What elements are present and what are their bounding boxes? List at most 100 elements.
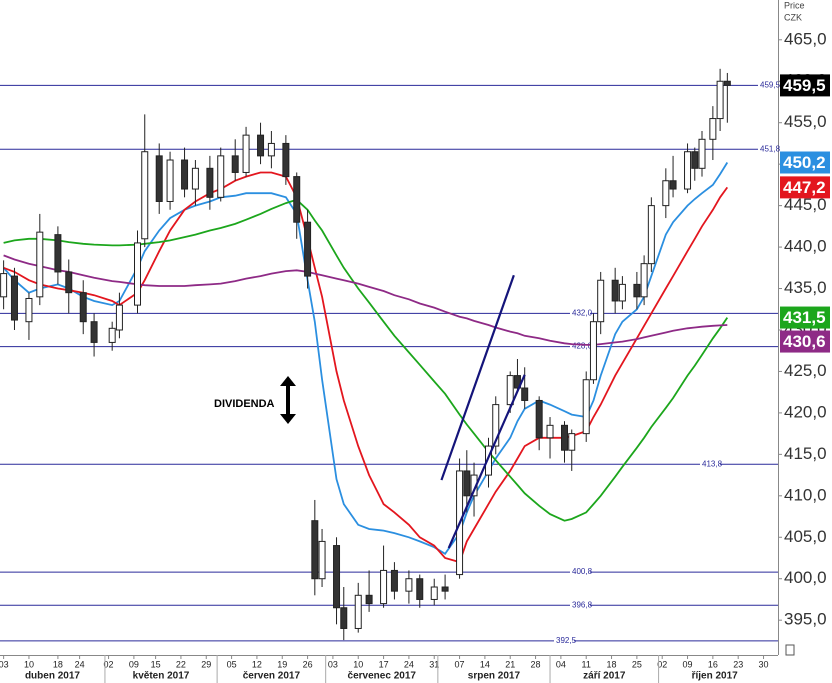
month-label: srpen 2017 [468, 671, 521, 682]
axis-title: Price [784, 0, 805, 10]
candle-body [242, 134, 250, 173]
x-tick-label: 31 [429, 659, 439, 669]
candle-body [25, 297, 33, 323]
candle-body [441, 586, 449, 592]
candle-body [506, 375, 514, 406]
levels-layer: 459,5 451,8 432,0 428,0 413,8 400,8 396,8 392,5 [0, 80, 781, 645]
trend-layer [440, 274, 526, 549]
level-label-bg [554, 635, 574, 645]
month-label: červen 2017 [243, 671, 301, 682]
x-tick-label: 25 [632, 659, 642, 669]
x-tick-label: 09 [683, 659, 693, 669]
y-tick-label: 465,0 [784, 29, 827, 48]
candle-body [485, 445, 493, 476]
candle-body [698, 138, 706, 169]
value-box-label: 459,5 [783, 76, 826, 95]
candle-body [521, 387, 529, 401]
month-label: květen 2017 [133, 671, 190, 682]
candle-body [134, 242, 142, 306]
candle-body [669, 180, 677, 190]
level-label: 413,8 [702, 459, 723, 468]
candle-body [365, 594, 373, 605]
series-layer [2, 162, 729, 564]
candle-body [405, 578, 413, 592]
x-tick-label: 29 [201, 659, 211, 669]
value-box [780, 151, 830, 174]
level-label-bg [570, 341, 590, 351]
level-label: 459,5 [760, 81, 781, 90]
level-label-bg [758, 80, 778, 90]
candle-body [546, 424, 554, 439]
candle-body [492, 404, 500, 447]
month-label: říjen 2017 [692, 671, 739, 682]
candle-body [684, 151, 692, 190]
level-label-bg [700, 459, 720, 469]
candle-body [662, 180, 670, 207]
x-tick-label: 14 [480, 659, 490, 669]
candle-body [166, 159, 174, 202]
candle-body [267, 142, 275, 157]
y-tick-label: 435,0 [784, 278, 827, 297]
x-tick-label: 28 [531, 659, 541, 669]
x-tick-label: 11 [582, 659, 591, 669]
x-tick-label: 07 [455, 659, 465, 669]
x-tick-label: 02 [104, 659, 114, 669]
candle-body [304, 221, 312, 277]
x-tick-label: 24 [404, 659, 414, 669]
candle-body [582, 379, 590, 435]
candle-body [340, 607, 348, 629]
candle-body [155, 155, 163, 202]
moving-average-line [3, 254, 728, 346]
y-tick-label: 415,0 [784, 444, 827, 463]
candle-body [640, 263, 648, 298]
level-label-bg [570, 308, 590, 318]
candle-body [561, 424, 569, 451]
candle-body [10, 275, 18, 321]
value-box-label: 431,5 [783, 308, 826, 327]
y-tick-label: 425,0 [784, 361, 827, 380]
x-tick-label: 16 [708, 659, 718, 669]
candle-body [293, 176, 301, 223]
moving-average-line [2, 162, 729, 556]
x-tick-label: 12 [252, 659, 262, 669]
value-box [780, 330, 830, 353]
candle-body [430, 586, 438, 600]
level-label-bg [570, 567, 590, 577]
y-tick-label: 395,0 [784, 610, 827, 629]
x-tick-label: 22 [176, 659, 186, 669]
candle-body [115, 304, 123, 331]
candles-layer [0, 68, 731, 641]
x-tick-label: 21 [505, 659, 515, 669]
candle-body [380, 569, 388, 605]
x-tick-label: 09 [129, 659, 139, 669]
candle-body [54, 234, 62, 273]
candle-body [333, 545, 341, 609]
level-label: 451,8 [760, 144, 781, 153]
y-tick-label: 405,0 [784, 527, 827, 546]
candle-body [108, 327, 116, 343]
x-tick-label: 10 [353, 659, 363, 669]
level-label: 396,8 [572, 600, 593, 609]
candle-body [589, 321, 597, 381]
level-label: 432,0 [572, 309, 593, 318]
trend-line [440, 274, 515, 481]
candle-body [0, 273, 8, 298]
candle-body [716, 80, 724, 120]
candle-body [282, 142, 290, 178]
candle-body [36, 231, 44, 298]
y-tick-label: 400,0 [784, 568, 827, 587]
candle-body [257, 134, 265, 157]
trend-line [447, 374, 526, 549]
x-tick-label: 10 [24, 659, 34, 669]
candle-body [416, 578, 424, 600]
candle-body [463, 470, 471, 497]
value-box-label: 430,6 [783, 332, 826, 351]
candle-body [691, 151, 699, 169]
candle-body [217, 155, 225, 198]
candle-body [311, 520, 319, 580]
candle-body [181, 159, 189, 190]
y-tick-label: 420,0 [784, 402, 827, 421]
